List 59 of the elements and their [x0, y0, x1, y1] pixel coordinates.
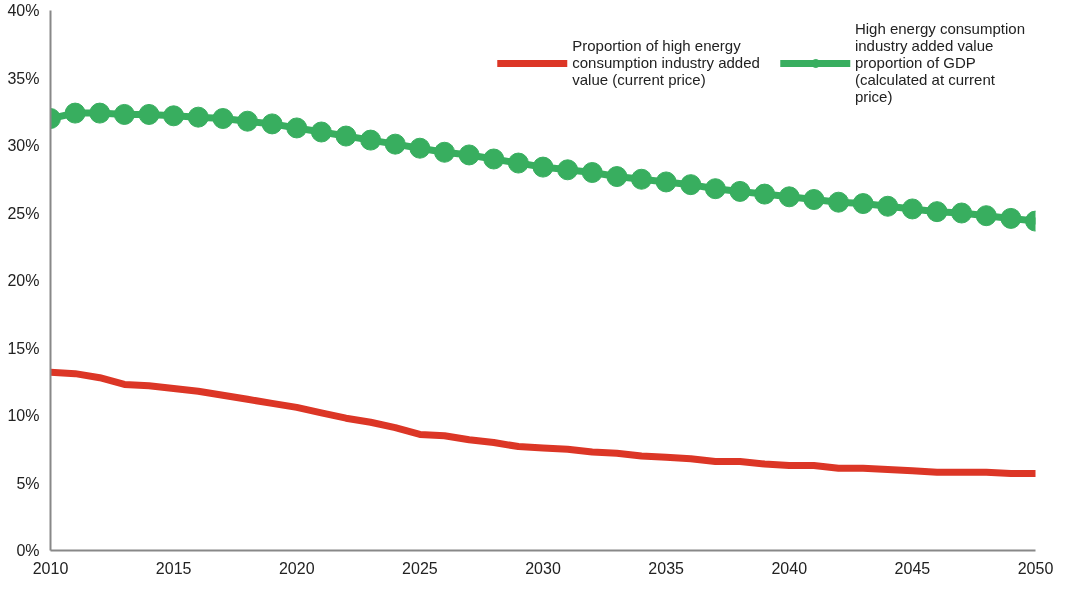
y-tick-label: 40% [7, 2, 40, 19]
point [212, 108, 234, 129]
point [360, 129, 382, 151]
y-tick-label: 15% [7, 339, 40, 357]
point [458, 144, 480, 166]
y-tick-label: 5% [16, 474, 40, 492]
point [434, 141, 455, 163]
point [89, 102, 111, 124]
y-tick-label: 0% [16, 542, 40, 559]
x-tick-label: 2035 [648, 559, 685, 577]
point [581, 162, 603, 183]
point [704, 178, 726, 200]
point [877, 195, 899, 217]
point [557, 159, 579, 181]
y-tick-label: 10% [7, 407, 40, 424]
point [729, 180, 751, 202]
point [926, 201, 948, 223]
point [384, 133, 406, 155]
point [507, 152, 529, 174]
point [975, 205, 997, 227]
x-tick-label: 2030 [525, 559, 561, 577]
point [310, 121, 332, 143]
legend-label: Proportion of high energy consumption industry added value (current price) [572, 37, 760, 88]
point [237, 110, 258, 132]
point [64, 102, 86, 124]
point [852, 193, 874, 215]
point [335, 125, 357, 147]
legend-label: High energy consumption industry added value proportion of GDP (calculated at current price) [854, 20, 1025, 105]
y-tick-label: 25% [7, 204, 40, 222]
point [901, 198, 923, 220]
x-tick-label: 2020 [278, 559, 315, 577]
x-tick-label: 2015 [155, 559, 192, 577]
point [187, 106, 209, 128]
point [778, 186, 800, 208]
point [532, 156, 554, 178]
x-tick-label: 2045 [894, 559, 931, 577]
point [754, 183, 776, 205]
point [409, 137, 431, 159]
point [1000, 207, 1022, 229]
point [286, 117, 308, 139]
point [828, 191, 849, 213]
y-tick-label: 20% [7, 272, 40, 289]
point [951, 202, 973, 224]
point [113, 103, 135, 125]
y-tick-label: 35% [7, 69, 40, 87]
x-tick-label: 2050 [1017, 559, 1054, 577]
point [138, 103, 160, 125]
y-tick-label: 30% [7, 137, 40, 154]
x-tick-label: 2010 [32, 559, 69, 577]
point [483, 148, 505, 170]
point [680, 174, 702, 196]
point [163, 105, 185, 127]
x-tick-label: 2025 [402, 559, 438, 577]
point [606, 166, 628, 188]
point [261, 113, 283, 135]
point [803, 189, 825, 210]
point [631, 168, 652, 190]
point [655, 171, 677, 193]
x-tick-label: 2040 [771, 559, 808, 577]
